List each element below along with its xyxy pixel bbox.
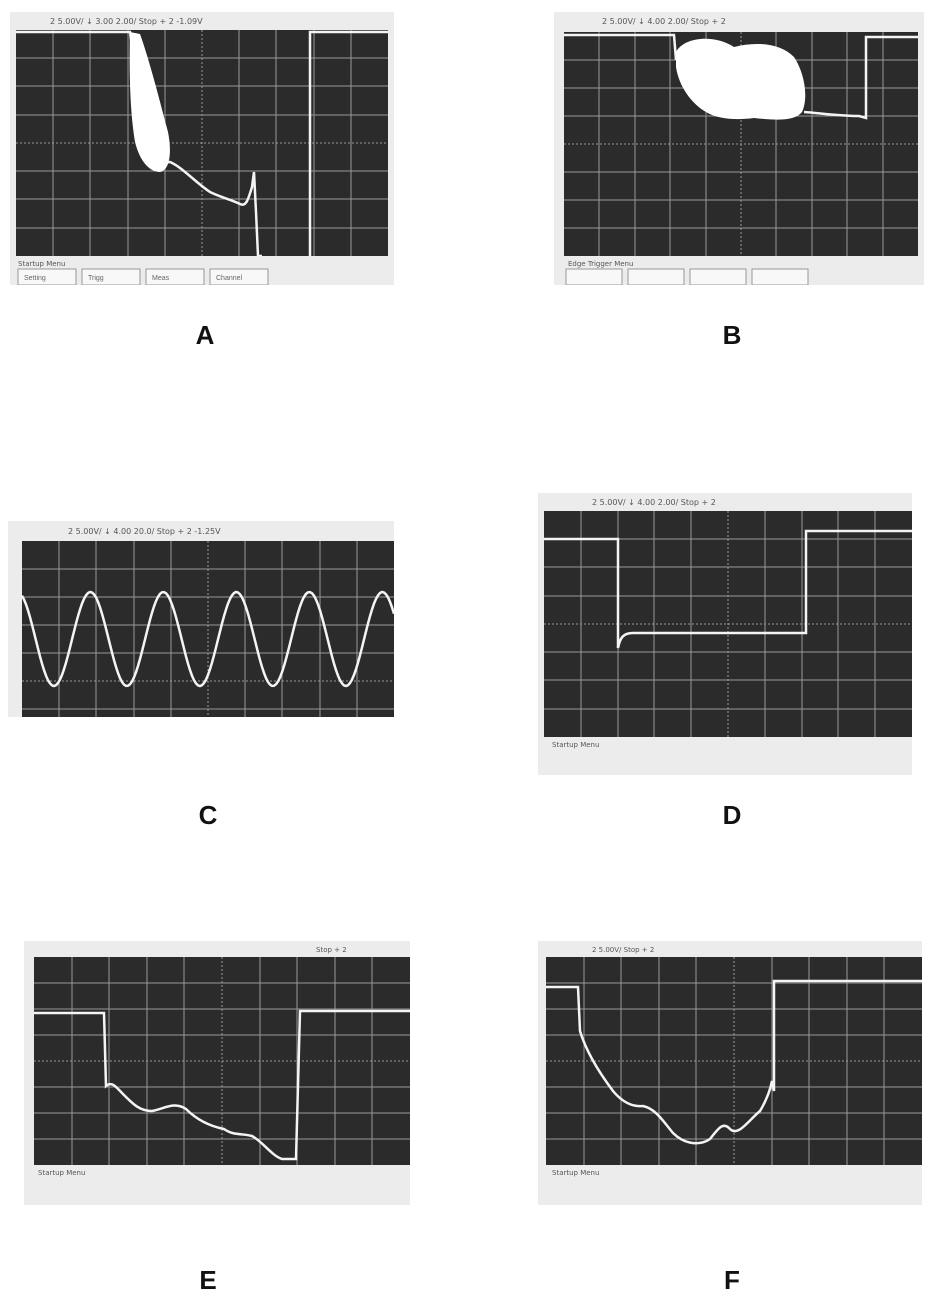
panel-label-c: C: [198, 800, 218, 830]
menu-title: Startup Menu: [552, 1169, 599, 1177]
waveform-trace: [544, 529, 912, 649]
waveform-trace: [546, 979, 922, 1145]
panel-label-b: B: [722, 320, 742, 350]
status-text: 2 5.00V/ ↓ 4.00 2.00/ Stop + 2: [592, 498, 716, 507]
scope-screenshot-a: 2 5.00V/ ↓ 3.00 2.00/ Stop + 2 -1.09V St…: [10, 12, 394, 285]
menu-title: Startup Menu: [552, 741, 599, 749]
grid: [16, 30, 388, 256]
status-text: Stop + 2: [316, 946, 347, 954]
scope-screenshot-b: 2 5.00V/ ↓ 4.00 2.00/ Stop + 2 Edge Trig…: [554, 12, 924, 285]
status-text: 2 5.00V/ ↓ 4.00 20.0/ Stop + 2 -1.25V: [68, 527, 221, 536]
waveform-trace: [34, 1009, 410, 1161]
noise-blob: [676, 38, 806, 120]
panel-label-a: A: [195, 320, 215, 350]
scope-screenshot-f: 2 5.00V/ Stop + 2 Startup Menu: [538, 941, 922, 1205]
scope-screenshot-d: 2 5.00V/ ↓ 4.00 2.00/ Stop + 2 Startup M…: [538, 493, 912, 775]
menu-title: Startup Menu: [38, 1169, 85, 1177]
noise-blob: [129, 32, 170, 172]
softkey-1: Setting: [24, 275, 46, 282]
panel-label-d: D: [722, 800, 742, 830]
menu-title: Edge Trigger Menu: [568, 260, 633, 268]
softkey-2: Trigg: [88, 275, 104, 282]
status-text: 2 5.00V/ Stop + 2: [592, 946, 654, 954]
waveform-trace: [564, 33, 918, 120]
softkey-3: Meas: [152, 275, 170, 282]
grid: [564, 32, 918, 256]
menu-title: Startup Menu: [18, 260, 65, 268]
status-text: 2 5.00V/ ↓ 3.00 2.00/ Stop + 2 -1.09V: [50, 17, 203, 26]
grid: [34, 957, 410, 1165]
grid: [22, 541, 394, 717]
waveform-trace: [20, 590, 394, 688]
scope-screenshot-c: 2 5.00V/ ↓ 4.00 20.0/ Stop + 2 -1.25V: [8, 521, 394, 717]
status-text: 2 5.00V/ ↓ 4.00 2.00/ Stop + 2: [602, 17, 726, 26]
panel-label-e: E: [199, 1265, 217, 1295]
scope-screenshot-e: Stop + 2 Startup Menu: [24, 941, 410, 1205]
panel-label-f: F: [724, 1265, 740, 1295]
softkey-4: Channel: [216, 275, 243, 282]
